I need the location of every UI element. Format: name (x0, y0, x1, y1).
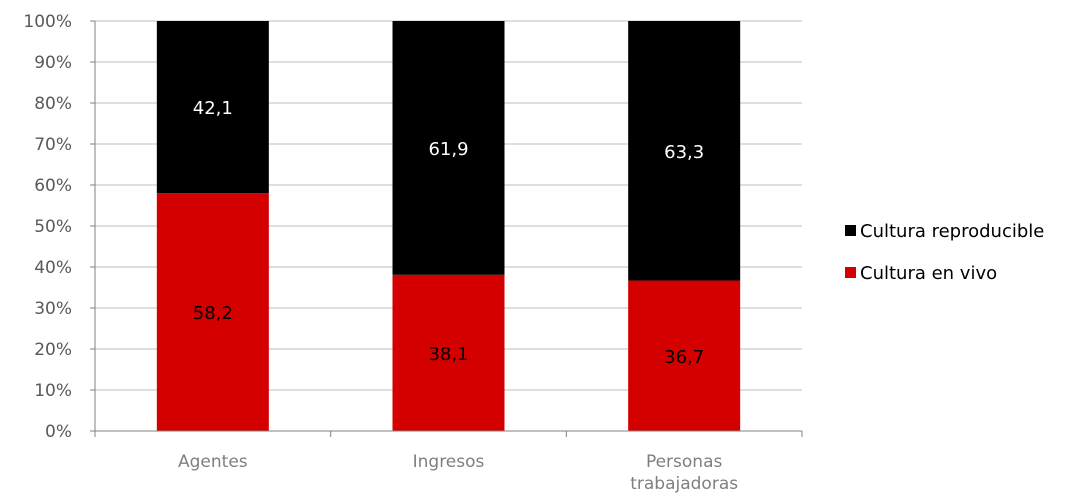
data-label: 38,1 (428, 344, 468, 365)
bar-segment (156, 21, 269, 194)
data-label: 36,7 (664, 347, 704, 368)
data-label: 42,1 (193, 98, 233, 119)
data-labels: 58,2 42,1 38,1 61,9 36,7 63,3 (193, 98, 704, 368)
y-tick-label: 60% (34, 176, 72, 196)
data-label: 61,9 (428, 139, 468, 160)
bar-segment (628, 280, 741, 431)
y-tick-label: 50% (34, 217, 72, 237)
y-axis-ticks: 0% 10% 20% 30% 40% 50% 60% 70% 80% 90% 100% (23, 12, 95, 442)
x-tick-label: Agentes (178, 452, 248, 472)
y-tick-label: 100% (23, 12, 72, 32)
legend-label: Cultura reproducible (860, 221, 1044, 242)
data-label: 58,2 (193, 303, 233, 324)
y-tick-label: 80% (34, 94, 72, 114)
x-axis-ticks: Agentes Ingresos Personas trabajadoras (178, 452, 738, 494)
y-tick-label: 90% (34, 53, 72, 73)
bar-segment (628, 21, 741, 281)
bar-segment (156, 193, 269, 431)
legend-swatch (845, 267, 856, 278)
y-tick-label: 20% (34, 340, 72, 360)
x-tick-label: Personas trabajadoras (630, 452, 738, 494)
x-tick-label: Ingresos (413, 452, 485, 472)
bar-segment (392, 21, 505, 275)
y-tick-label: 0% (45, 422, 72, 442)
bar-segment (392, 274, 505, 431)
y-tick-label: 30% (34, 299, 72, 319)
bars (156, 21, 741, 431)
legend: Cultura reproducible Cultura en vivo (845, 221, 1044, 284)
legend-label: Cultura en vivo (860, 263, 997, 284)
data-label: 63,3 (664, 142, 704, 163)
y-tick-label: 10% (34, 381, 72, 401)
y-tick-label: 70% (34, 135, 72, 155)
legend-swatch (845, 225, 856, 236)
x-axis (94, 21, 803, 437)
y-tick-label: 40% (34, 258, 72, 278)
